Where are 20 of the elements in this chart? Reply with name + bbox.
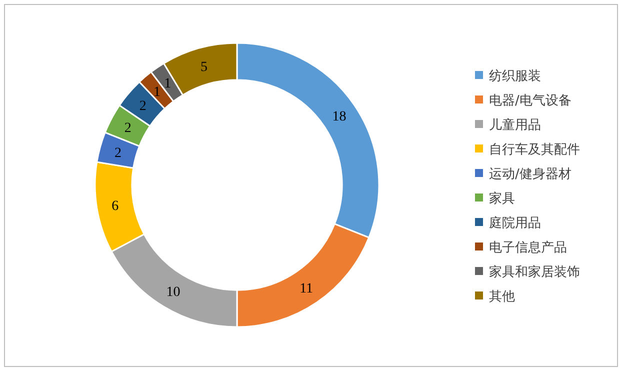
legend-label: 家具和家居装饰 bbox=[489, 264, 580, 280]
legend-label: 庭院用品 bbox=[489, 216, 541, 231]
data-label: 2 bbox=[114, 146, 122, 161]
data-label: 6 bbox=[112, 198, 119, 214]
legend-label: 家具 bbox=[489, 190, 515, 206]
legend-label: 纺织服装 bbox=[489, 69, 541, 84]
data-label: 2 bbox=[139, 99, 146, 114]
data-label: 1 bbox=[154, 84, 161, 100]
data-label: 2 bbox=[124, 121, 132, 136]
legend-label: 运动/健身器材 bbox=[489, 167, 572, 182]
legend-label: 自行车及其配件 bbox=[489, 142, 580, 158]
legend-label: 儿童用品 bbox=[489, 117, 541, 133]
data-label: 11 bbox=[300, 281, 314, 296]
legend-label: 电子信息产品 bbox=[489, 240, 567, 256]
data-label: 1 bbox=[164, 76, 172, 92]
legend-label: 其他 bbox=[489, 290, 515, 304]
data-label: 10 bbox=[166, 284, 180, 300]
data-label: 18 bbox=[332, 110, 346, 125]
data-label: 5 bbox=[200, 60, 208, 75]
legend-label: 电器/电气设备 bbox=[489, 94, 572, 108]
